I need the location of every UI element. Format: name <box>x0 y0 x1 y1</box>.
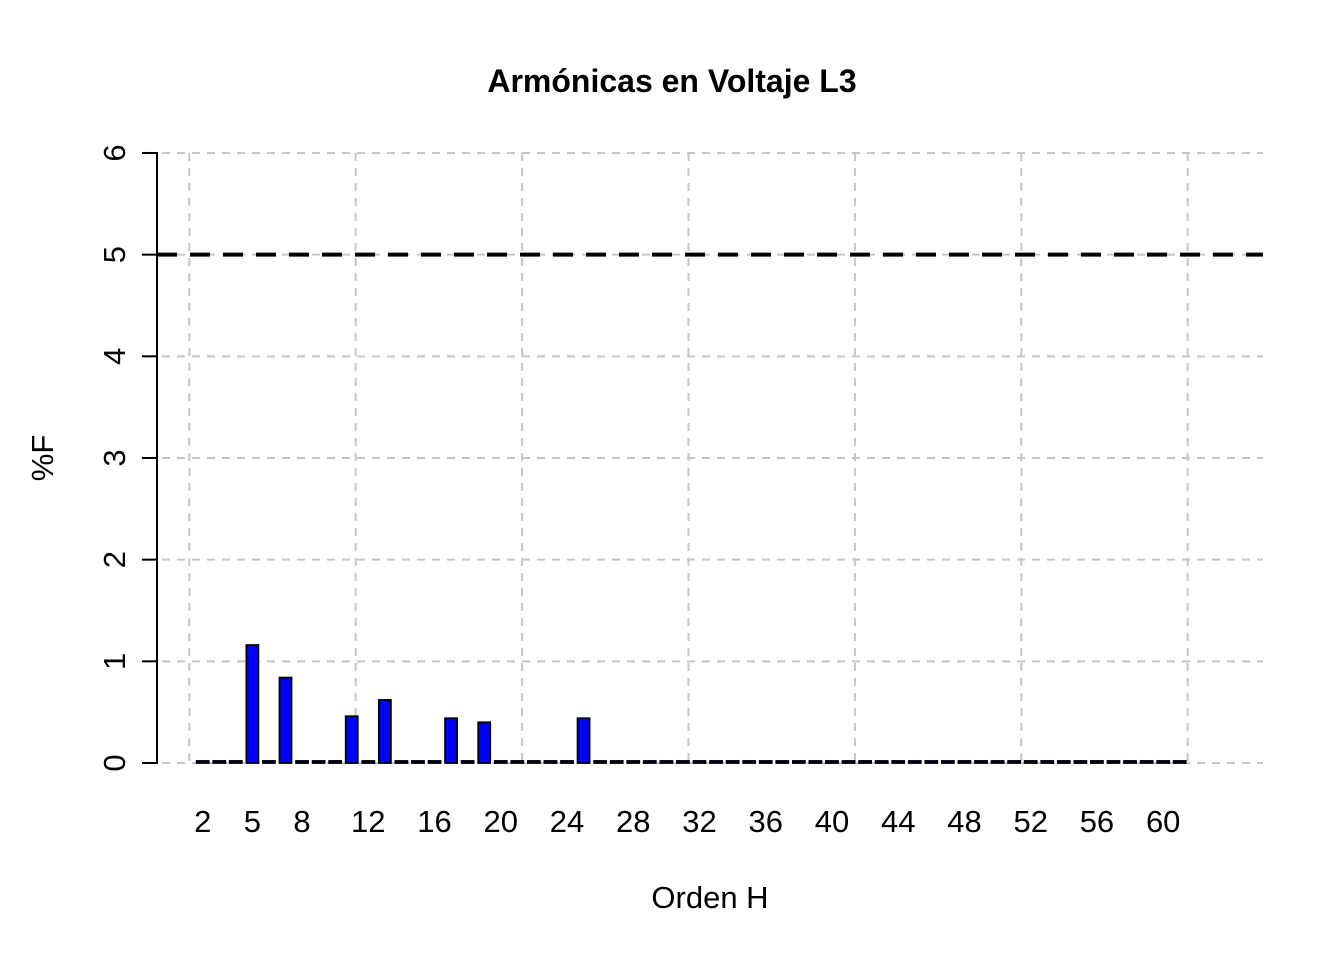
bar-near-zero-order-26 <box>593 760 608 764</box>
x-tick-label: 60 <box>1146 804 1180 839</box>
bars <box>195 644 1187 764</box>
bar-near-zero-order-43 <box>874 760 889 764</box>
bar-near-zero-order-36 <box>758 760 773 764</box>
x-tick-label: 52 <box>1013 804 1047 839</box>
bar-order-5 <box>245 644 260 764</box>
x-tick-label: 40 <box>815 804 849 839</box>
x-tick-label: 44 <box>881 804 915 839</box>
y-tick-label: 2 <box>97 551 132 568</box>
bar-near-zero-order-51 <box>1007 760 1022 764</box>
bar-order-7 <box>278 676 293 764</box>
x-tick-label: 12 <box>351 804 385 839</box>
x-tick-label: 28 <box>616 804 650 839</box>
x-tick-label: 48 <box>947 804 981 839</box>
bar-near-zero-order-23 <box>543 760 558 764</box>
y-axis: 0 1 2 3 4 5 6 <box>97 144 158 772</box>
bar-near-zero-order-47 <box>941 760 955 764</box>
bar-near-zero-order-24 <box>560 760 574 764</box>
bar-near-zero-order-15 <box>411 760 425 764</box>
bar-near-zero-order-50 <box>990 760 1005 764</box>
bar-near-zero-order-37 <box>775 760 790 764</box>
bar-near-zero-order-14 <box>394 760 409 764</box>
bar-near-zero-order-59 <box>1139 760 1154 764</box>
bar-near-zero-order-21 <box>510 760 525 764</box>
bar-order-25 <box>576 717 591 764</box>
bar-near-zero-order-32 <box>692 760 707 764</box>
bar-near-zero-order-18 <box>460 760 475 764</box>
bar-near-zero-order-44 <box>891 760 906 764</box>
y-tick-label: 4 <box>97 348 132 365</box>
grid-lines <box>162 151 1263 764</box>
bar-order-17 <box>444 717 459 764</box>
x-tick-label: 5 <box>244 804 261 839</box>
bar-near-zero-order-45 <box>907 760 922 764</box>
bar-near-zero-order-38 <box>791 760 806 764</box>
x-tick-label: 36 <box>748 804 782 839</box>
bar-near-zero-order-6 <box>262 760 276 764</box>
bar-near-zero-order-52 <box>1023 760 1038 764</box>
bar-order-13 <box>377 699 392 764</box>
bar-near-zero-order-9 <box>311 760 326 764</box>
bar-near-zero-order-34 <box>725 760 740 764</box>
bar-near-zero-order-12 <box>361 760 376 764</box>
bar-near-zero-order-60 <box>1156 760 1171 764</box>
bar-near-zero-order-29 <box>642 760 657 764</box>
bar-near-zero-order-20 <box>493 760 508 764</box>
bar-near-zero-order-33 <box>709 760 723 764</box>
bar-order-11 <box>344 715 359 764</box>
bar-near-zero-order-35 <box>742 760 757 764</box>
y-tick-label: 3 <box>97 449 132 466</box>
bar-near-zero-order-46 <box>924 760 939 764</box>
bar-near-zero-order-55 <box>1073 760 1088 764</box>
bar-near-zero-order-10 <box>328 760 343 764</box>
bar-near-zero-order-53 <box>1040 760 1055 764</box>
bar-near-zero-order-3 <box>212 760 227 764</box>
chart-title: Armónicas en Voltaje L3 <box>487 63 856 99</box>
bar-near-zero-order-39 <box>808 760 823 764</box>
bar-near-zero-order-42 <box>858 760 872 764</box>
y-axis-title: %F <box>25 435 60 482</box>
x-tick-label: 32 <box>682 804 716 839</box>
bar-near-zero-order-8 <box>295 760 309 764</box>
bar-near-zero-order-57 <box>1106 760 1121 764</box>
bar-near-zero-order-31 <box>676 760 690 764</box>
bar-near-zero-order-22 <box>527 760 541 764</box>
x-axis-title: Orden H <box>651 880 768 915</box>
bar-near-zero-order-4 <box>228 760 243 764</box>
bar-near-zero-order-61 <box>1172 760 1187 764</box>
y-tick-label: 6 <box>97 144 132 161</box>
y-tick-label: 5 <box>97 246 132 263</box>
bar-near-zero-order-48 <box>957 760 972 764</box>
y-tick-label: 0 <box>97 754 132 771</box>
bar-order-19 <box>477 721 492 764</box>
y-tick-label: 1 <box>97 653 132 670</box>
bar-near-zero-order-2 <box>195 760 210 764</box>
bar-near-zero-order-41 <box>841 760 856 764</box>
x-tick-label: 8 <box>293 804 310 839</box>
x-axis-labels: 2 5 8 12 16 20 24 28 32 36 40 44 48 52 56 60 <box>194 804 1180 839</box>
x-tick-label: 24 <box>550 804 584 839</box>
bar-near-zero-order-16 <box>427 760 442 764</box>
bar-near-zero-order-56 <box>1090 760 1104 764</box>
x-tick-label: 16 <box>417 804 451 839</box>
bar-near-zero-order-28 <box>626 760 641 764</box>
bar-near-zero-order-54 <box>1056 760 1071 764</box>
bar-near-zero-order-40 <box>825 760 839 764</box>
bar-near-zero-order-30 <box>659 760 674 764</box>
x-tick-label: 20 <box>484 804 518 839</box>
x-tick-label: 56 <box>1080 804 1114 839</box>
x-tick-label: 2 <box>194 804 211 839</box>
bar-near-zero-order-27 <box>609 760 624 764</box>
bar-near-zero-order-58 <box>1123 760 1137 764</box>
bar-near-zero-order-49 <box>974 760 988 764</box>
